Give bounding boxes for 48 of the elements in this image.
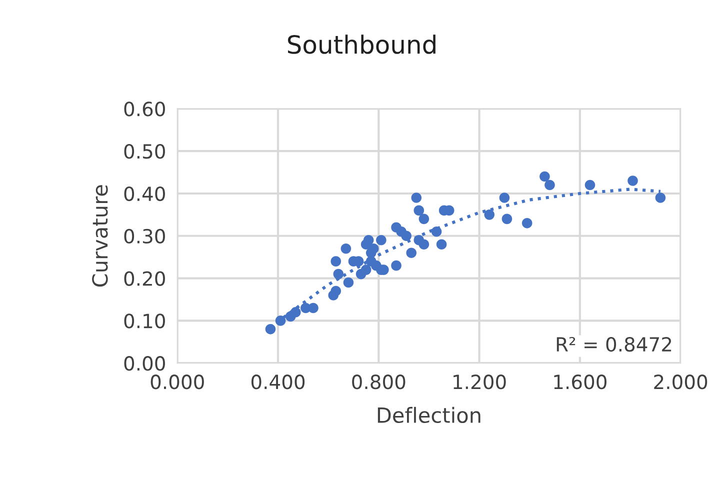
x-tick-label: 0.000	[150, 374, 204, 390]
point	[333, 268, 344, 280]
point	[411, 192, 422, 203]
point	[401, 230, 412, 242]
x-tick-label: 0.400	[251, 374, 305, 390]
point	[340, 243, 352, 254]
x-tick-label: 1.600	[554, 374, 606, 390]
y-tick-label: 0.40	[124, 186, 165, 202]
point	[363, 234, 374, 246]
point	[484, 210, 494, 220]
point	[499, 192, 510, 203]
y-tick-label: 0.50	[124, 144, 165, 159]
y-tick-label: 0.20	[124, 271, 165, 286]
point	[343, 277, 354, 288]
y-tick-label: 0.00	[124, 356, 165, 371]
point	[275, 316, 286, 326]
x-tick-label: 1.200	[454, 374, 506, 390]
x-axis-title: Deflection	[378, 406, 480, 424]
y-tick-label: 0.10	[124, 314, 165, 328]
point	[330, 286, 342, 296]
point	[265, 324, 276, 334]
point	[628, 176, 638, 186]
point	[502, 214, 512, 224]
point	[330, 256, 342, 266]
y-tick-label: 0.30	[124, 228, 165, 244]
point	[544, 180, 555, 190]
point	[584, 180, 596, 190]
point	[540, 171, 550, 182]
y-axis-title: Curvature	[92, 185, 108, 287]
point	[308, 302, 318, 314]
point	[431, 226, 442, 237]
annotation: R² = 0.8472	[556, 336, 672, 352]
chart-title: Southbound	[288, 34, 436, 54]
point	[522, 218, 532, 228]
point	[368, 243, 379, 254]
point	[418, 214, 430, 224]
point	[655, 192, 666, 203]
x-tick-label: 2.000	[654, 374, 708, 390]
y-tick-label: 0.60	[124, 102, 165, 116]
point	[414, 205, 424, 216]
point	[376, 234, 386, 246]
point	[418, 239, 430, 250]
point	[290, 307, 301, 318]
point	[436, 239, 447, 250]
point	[406, 248, 417, 258]
point	[391, 260, 402, 271]
point	[360, 264, 372, 275]
x-tick-label: 0.800	[352, 374, 406, 390]
